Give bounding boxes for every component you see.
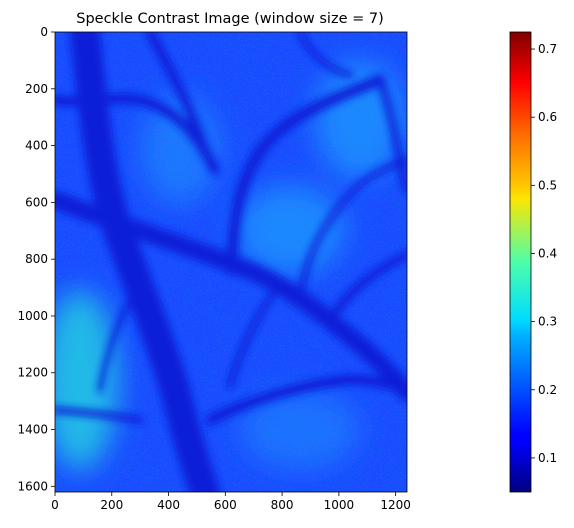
x-tick-label: 600 bbox=[214, 498, 237, 512]
x-tick-label: 200 bbox=[100, 498, 123, 512]
x-tick-label: 1000 bbox=[324, 498, 355, 512]
colorbar-gradient bbox=[509, 31, 532, 493]
vessel-main-diagonal bbox=[55, 191, 407, 401]
vessel-right-mid bbox=[326, 251, 407, 324]
vessel-large-vertical bbox=[70, 32, 220, 492]
y-tick-label: 400 bbox=[25, 139, 48, 153]
vessel-right-upper bbox=[376, 76, 407, 194]
colorbar: 0.1 0.2 0.3 0.4 0.5 0.6 0.7 bbox=[509, 31, 557, 493]
y-tick-label: 600 bbox=[25, 195, 48, 209]
vessel-center-small bbox=[227, 287, 278, 388]
x-tick-label: 0 bbox=[51, 498, 59, 512]
vessel-left-lower bbox=[55, 406, 144, 424]
colorbar-tick-label: 0.4 bbox=[538, 246, 557, 260]
vessels bbox=[55, 32, 407, 492]
colorbar-tick-label: 0.7 bbox=[538, 42, 557, 56]
plot-frame bbox=[54, 31, 408, 493]
colorbar-tick-label: 0.6 bbox=[538, 110, 557, 124]
heatmap-image bbox=[55, 32, 407, 492]
y-tick-label: 1600 bbox=[17, 479, 48, 493]
vessel-mid-upper bbox=[297, 157, 407, 303]
y-tick-label: 1400 bbox=[17, 423, 48, 437]
vessel-lower-branch bbox=[205, 374, 407, 425]
colorbar-ticks: 0.1 0.2 0.3 0.4 0.5 0.6 0.7 bbox=[531, 42, 557, 465]
x-tick-label: 400 bbox=[157, 498, 180, 512]
x-axis: 0 200 400 600 800 1000 1200 bbox=[51, 31, 411, 512]
y-tick-label: 1200 bbox=[17, 366, 48, 380]
colorbar-tick-label: 0.5 bbox=[538, 178, 557, 192]
colorbar-tick-label: 0.3 bbox=[538, 315, 557, 329]
vessel-top-right bbox=[297, 32, 353, 78]
x-tick-label: 1200 bbox=[380, 498, 411, 512]
y-tick-label: 200 bbox=[25, 82, 48, 96]
chart-title: Speckle Contrast Image (window size = 7) bbox=[76, 11, 384, 27]
vessel-upper-right-branch bbox=[226, 74, 386, 276]
y-tick-label: 800 bbox=[25, 252, 48, 266]
colorbar-tick-label: 0.1 bbox=[538, 451, 557, 465]
vessel-top-branch bbox=[145, 32, 210, 155]
y-axis: 0 200 400 600 800 1000 1200 1400 1600 bbox=[17, 25, 55, 493]
x-tick-label: 800 bbox=[271, 498, 294, 512]
y-tick-label: 1000 bbox=[17, 309, 48, 323]
colorbar-tick-label: 0.2 bbox=[538, 383, 557, 397]
y-tick-label: 0 bbox=[40, 25, 48, 39]
vessel-lower-left-small bbox=[97, 297, 133, 393]
